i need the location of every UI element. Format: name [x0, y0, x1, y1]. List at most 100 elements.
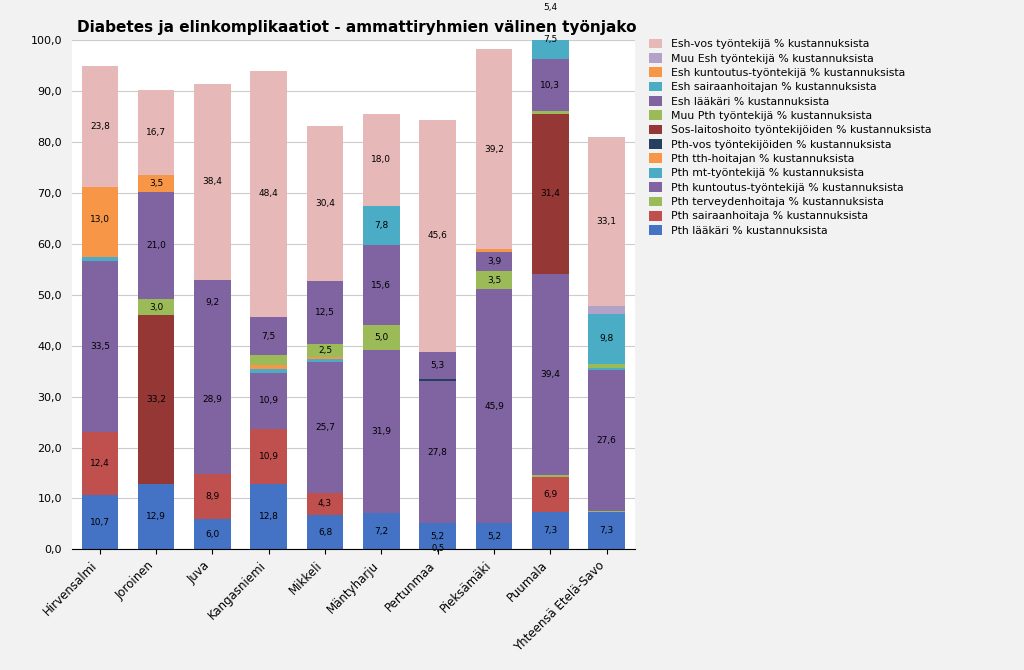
- Text: 10,9: 10,9: [259, 397, 279, 405]
- Bar: [195, 326, 230, 474]
- Bar: [420, 379, 456, 381]
- Text: 6,9: 6,9: [544, 490, 557, 499]
- Bar: [251, 317, 287, 355]
- Bar: [532, 474, 568, 477]
- Bar: [476, 50, 512, 249]
- Text: 5,3: 5,3: [431, 361, 444, 370]
- Text: 12,8: 12,8: [259, 513, 279, 521]
- Bar: [82, 66, 118, 187]
- Bar: [138, 192, 174, 299]
- Bar: [364, 350, 399, 513]
- Bar: [532, 0, 568, 21]
- Text: 33,5: 33,5: [90, 342, 110, 351]
- Bar: [364, 513, 399, 549]
- Bar: [420, 120, 456, 352]
- Bar: [589, 368, 625, 370]
- Bar: [82, 261, 118, 431]
- Bar: [251, 369, 287, 373]
- Text: 12,9: 12,9: [146, 512, 166, 521]
- Bar: [420, 352, 456, 379]
- Bar: [589, 511, 625, 513]
- Bar: [532, 477, 568, 513]
- Text: 3,0: 3,0: [150, 303, 163, 312]
- Text: 9,8: 9,8: [600, 334, 613, 343]
- Bar: [364, 206, 399, 245]
- Text: 3,5: 3,5: [487, 276, 501, 285]
- Text: 7,8: 7,8: [375, 221, 388, 230]
- Bar: [138, 315, 174, 484]
- Bar: [532, 274, 568, 474]
- Bar: [82, 187, 118, 253]
- Text: 27,8: 27,8: [428, 448, 447, 457]
- Text: 33,1: 33,1: [597, 217, 616, 226]
- Text: 7,5: 7,5: [544, 36, 557, 44]
- Bar: [138, 90, 174, 175]
- Bar: [589, 370, 625, 511]
- Text: 15,6: 15,6: [372, 281, 391, 289]
- Bar: [195, 279, 230, 326]
- Text: 7,3: 7,3: [544, 527, 557, 535]
- Bar: [251, 373, 287, 429]
- Bar: [476, 523, 512, 549]
- Text: 12,4: 12,4: [90, 459, 110, 468]
- Bar: [251, 355, 287, 365]
- Bar: [251, 71, 287, 317]
- Bar: [307, 357, 343, 360]
- Text: 39,2: 39,2: [484, 145, 504, 153]
- Text: 7,5: 7,5: [262, 332, 275, 341]
- Text: 31,9: 31,9: [372, 427, 391, 436]
- Bar: [195, 474, 230, 519]
- Text: 0,5: 0,5: [431, 543, 444, 553]
- Bar: [82, 495, 118, 549]
- Text: 3,9: 3,9: [487, 257, 501, 266]
- Text: 18,0: 18,0: [372, 155, 391, 164]
- Bar: [532, 513, 568, 549]
- Bar: [251, 429, 287, 484]
- Bar: [364, 245, 399, 325]
- Bar: [138, 484, 174, 549]
- Bar: [82, 431, 118, 495]
- Text: Diabetes ja elinkomplikaatiot - ammattiryhmien välinen työnjako: Diabetes ja elinkomplikaatiot - ammattir…: [78, 20, 637, 35]
- Bar: [476, 271, 512, 289]
- Text: 12,5: 12,5: [315, 308, 335, 317]
- Text: 28,9: 28,9: [203, 395, 222, 405]
- Text: 10,3: 10,3: [541, 81, 560, 90]
- Text: 10,7: 10,7: [90, 518, 110, 527]
- Bar: [307, 126, 343, 281]
- Bar: [589, 513, 625, 549]
- Text: 5,4: 5,4: [544, 3, 557, 11]
- Legend: Esh-vos työntekijä % kustannuksista, Muu Esh työntekijä % kustannuksista, Esh ku: Esh-vos työntekijä % kustannuksista, Muu…: [646, 36, 935, 239]
- Bar: [532, 111, 568, 114]
- Bar: [532, 114, 568, 274]
- Text: 16,7: 16,7: [146, 127, 166, 137]
- Text: 3,5: 3,5: [150, 179, 163, 188]
- Text: 5,2: 5,2: [487, 532, 501, 541]
- Text: 8,9: 8,9: [206, 492, 219, 500]
- Bar: [589, 364, 625, 368]
- Bar: [307, 360, 343, 362]
- Bar: [195, 519, 230, 549]
- Bar: [82, 257, 118, 261]
- Bar: [307, 493, 343, 515]
- Bar: [364, 114, 399, 206]
- Text: 45,9: 45,9: [484, 401, 504, 411]
- Bar: [251, 365, 287, 369]
- Bar: [307, 515, 343, 549]
- Bar: [251, 484, 287, 549]
- Bar: [476, 289, 512, 523]
- Bar: [476, 249, 512, 251]
- Text: 21,0: 21,0: [146, 241, 166, 251]
- Bar: [307, 362, 343, 493]
- Text: 4,3: 4,3: [318, 499, 332, 509]
- Bar: [532, 59, 568, 111]
- Bar: [307, 281, 343, 344]
- Text: 48,4: 48,4: [259, 190, 279, 198]
- Text: 2,5: 2,5: [318, 346, 332, 355]
- Bar: [589, 306, 625, 314]
- Text: 13,0: 13,0: [90, 216, 110, 224]
- Bar: [589, 314, 625, 364]
- Text: 33,2: 33,2: [146, 395, 166, 404]
- Text: 31,4: 31,4: [541, 190, 560, 198]
- Text: 9,2: 9,2: [206, 298, 219, 308]
- Text: 5,2: 5,2: [431, 532, 444, 541]
